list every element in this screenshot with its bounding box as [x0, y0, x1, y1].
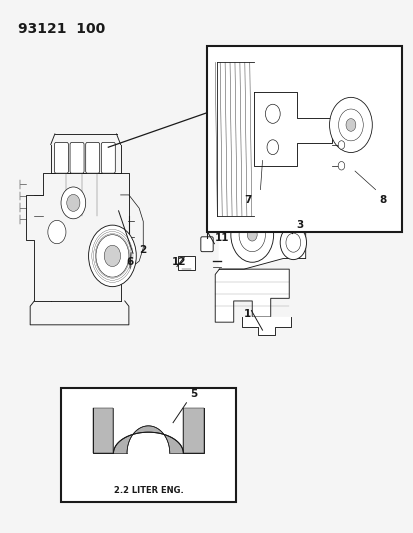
Circle shape: [265, 104, 280, 123]
Text: 7: 7: [243, 195, 251, 205]
Circle shape: [212, 213, 218, 220]
Text: 1: 1: [243, 309, 250, 319]
Circle shape: [88, 225, 136, 287]
FancyBboxPatch shape: [70, 142, 84, 173]
Circle shape: [104, 245, 120, 266]
Polygon shape: [93, 408, 113, 454]
FancyBboxPatch shape: [200, 237, 213, 252]
Circle shape: [338, 109, 362, 141]
Circle shape: [302, 213, 308, 220]
Circle shape: [61, 187, 85, 219]
FancyBboxPatch shape: [178, 256, 194, 270]
Circle shape: [238, 217, 265, 252]
Circle shape: [285, 233, 300, 252]
Bar: [206, 46, 401, 232]
Polygon shape: [113, 426, 183, 454]
Circle shape: [345, 118, 355, 131]
Polygon shape: [254, 92, 332, 166]
Text: 5: 5: [190, 390, 197, 399]
Circle shape: [230, 207, 273, 262]
Circle shape: [266, 140, 278, 155]
Circle shape: [96, 235, 128, 277]
Text: 8: 8: [379, 195, 386, 205]
Circle shape: [329, 98, 371, 152]
Polygon shape: [215, 269, 289, 322]
FancyBboxPatch shape: [101, 142, 115, 173]
Text: 93121  100: 93121 100: [18, 21, 105, 36]
FancyBboxPatch shape: [54, 142, 68, 173]
Circle shape: [337, 141, 344, 149]
Text: 2.2 LITER ENG.: 2.2 LITER ENG.: [113, 486, 183, 495]
Circle shape: [66, 195, 80, 212]
Circle shape: [280, 225, 306, 260]
FancyBboxPatch shape: [85, 142, 100, 173]
Text: 12: 12: [172, 257, 186, 268]
Text: 6: 6: [126, 257, 134, 268]
Circle shape: [247, 228, 256, 241]
Circle shape: [337, 161, 344, 170]
Text: 11: 11: [214, 233, 228, 243]
Polygon shape: [183, 408, 204, 454]
Text: 3: 3: [296, 220, 303, 230]
Text: 2: 2: [139, 245, 146, 255]
Polygon shape: [241, 317, 291, 335]
Circle shape: [48, 220, 66, 244]
Polygon shape: [219, 198, 305, 269]
Bar: [61, 389, 235, 503]
